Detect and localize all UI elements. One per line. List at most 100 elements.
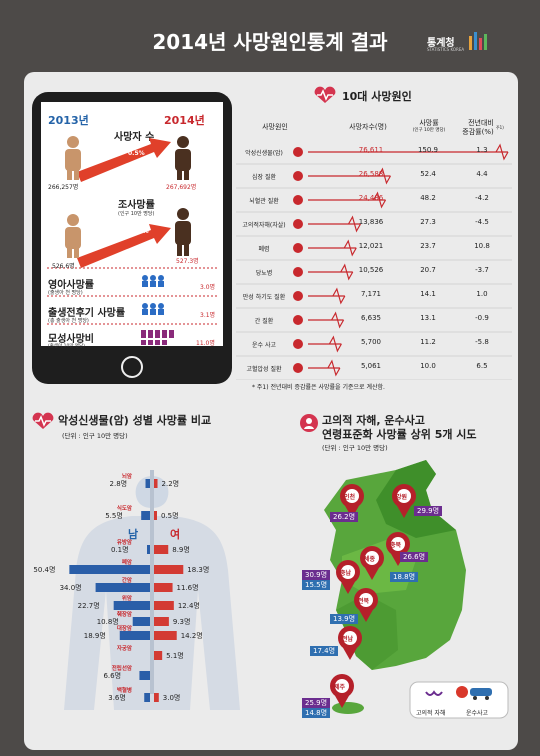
female-value: 0.5명 [161, 512, 179, 520]
male-bar [119, 631, 150, 640]
infant-label: 영아사망률 [48, 280, 94, 291]
perinatal-sub: (총 출생아 천 명당) [48, 318, 89, 324]
region-name: 충남 [340, 570, 352, 577]
self-harm-rate: 30.9명 [302, 570, 331, 580]
map-title-2: 연령표준화 사망률 상위 5개 시도 [322, 428, 477, 441]
maternal-value: 11.0명 [196, 340, 215, 347]
cause-label: 고혈압성 질환 [246, 366, 282, 373]
male-bar [145, 479, 150, 488]
male-bar [132, 617, 150, 626]
deaths-change: 0.5% [128, 150, 145, 157]
heart-icon [293, 171, 303, 181]
pulse-mark [373, 191, 387, 209]
brain-icon [293, 195, 303, 205]
death-count: 5,700 [360, 338, 382, 346]
map-pin [360, 546, 384, 580]
map-pin [330, 674, 354, 708]
male-label: 남 [128, 528, 139, 541]
map-title-1: 고의적 자해, 운수사고 [322, 414, 425, 427]
cause-label: 뇌혈관 질환 [249, 198, 279, 205]
male-bar [139, 671, 150, 680]
cause-label: 고의적자해(자살) [242, 222, 286, 229]
death-count: 26,588 [358, 170, 384, 178]
infant-value: 3.0명 [200, 284, 216, 291]
map-pin [354, 588, 378, 622]
self-harm-rate: 26.2명 [330, 512, 359, 522]
male-value: 18.9명 [83, 632, 106, 640]
cancer-site-label: 백혈병 [116, 688, 132, 694]
cancer-site-label: 폐암 [121, 560, 132, 566]
col-cause-header: 사망원인 [262, 123, 288, 131]
increase-arrow [77, 224, 171, 268]
death-rate: 48.2 [420, 194, 436, 202]
year-prev: 2013년 [48, 114, 89, 127]
cause-label: 악성신생물(암) [245, 150, 283, 157]
top10-title: 10대 사망원인 [342, 90, 412, 103]
map-pin [340, 484, 364, 518]
col-count-header: 사망자수(명) [349, 123, 387, 131]
cancer-site-label: 자궁암 [116, 646, 132, 652]
maternal-sub: (출생아 10만 명당) [48, 344, 85, 349]
deaths-prev: 266,257명 [48, 184, 79, 191]
pulse-mark [331, 311, 345, 329]
transport-rate: 13.9명 [330, 614, 359, 624]
legend-self-harm-label: 고의적 자해 [416, 710, 446, 717]
tablet-graphics [47, 136, 217, 345]
cause-label: 만성 하기도 질환 [242, 294, 286, 301]
cancer-site-label: 뇌암 [121, 474, 132, 480]
death-rate: 27.3 [420, 218, 436, 226]
male-bar [95, 583, 150, 592]
region-name: 세종 [364, 556, 376, 563]
rate-curr: 527.3명 [176, 258, 199, 265]
mother-icon [141, 330, 174, 345]
female-bar [154, 479, 158, 488]
car-icon [293, 339, 303, 349]
female-bar [154, 631, 177, 640]
male-value: 2.8명 [109, 480, 128, 488]
infant-icon [142, 303, 164, 315]
rate-change: 10.8 [474, 242, 490, 250]
map-pin [338, 626, 362, 660]
self-harm-rate: 29.9명 [414, 506, 443, 516]
region-name: 제주 [334, 684, 346, 691]
col-change-sub: 증감률(%) [462, 128, 494, 136]
female-value: 5.1명 [166, 652, 184, 660]
rate-change: -3.7 [475, 266, 489, 274]
car-icon [456, 686, 492, 700]
male-bar [69, 565, 150, 574]
female-value: 3.0명 [162, 694, 181, 702]
female-value: 2.2명 [161, 480, 180, 488]
death-rate: 11.2 [420, 338, 436, 346]
cancer-site-label: 유방암 [116, 540, 132, 546]
death-rate: 13.1 [420, 314, 436, 322]
self-harm-rate: 26.6명 [400, 552, 429, 562]
map-pin [336, 560, 360, 594]
page-title: 2014년 사망원인통계 결과 [152, 30, 388, 54]
male-value: 5.5명 [105, 512, 123, 520]
death-count: 7,171 [360, 290, 382, 298]
death-rate: 52.4 [420, 170, 436, 178]
deaths-curr: 267,692명 [166, 184, 197, 191]
legend-transport-label: 운수사고 [466, 710, 489, 717]
col-change-header: 전년대비 [468, 119, 494, 127]
cancer-site-label: 대장암 [116, 626, 132, 632]
maternal-label: 모성사망비 [48, 334, 94, 345]
female-bar [154, 511, 157, 520]
male-value: 3.6명 [108, 694, 126, 702]
airway-icon [293, 291, 303, 301]
rate-label: 조사망률 [118, 200, 155, 211]
pulse-mark [495, 143, 509, 161]
pulse-mark [377, 167, 391, 185]
cancer-site-label: 위암 [121, 596, 132, 602]
death-rate: 14.1 [420, 290, 436, 298]
death-rate: 150.9 [417, 146, 439, 154]
rate-change: 6.5 [476, 362, 488, 370]
male-value: 34.0명 [59, 584, 82, 592]
region-name: 전남 [342, 636, 354, 643]
cause-label: 폐렴 [258, 246, 270, 253]
blood-pressure-icon [293, 363, 303, 373]
logo-icon [469, 32, 487, 50]
diabetes-icon [293, 267, 303, 277]
male-value: 0.1명 [111, 546, 129, 554]
jeju-island [332, 702, 364, 714]
